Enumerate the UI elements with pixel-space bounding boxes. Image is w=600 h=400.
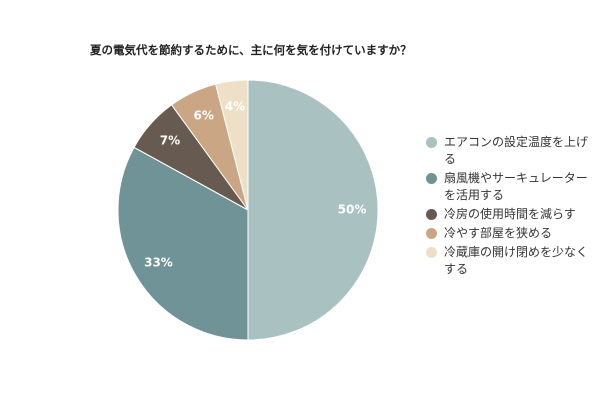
data-label: 7% bbox=[160, 134, 180, 148]
legend-item: 冷房の使用時間を減らす bbox=[426, 206, 598, 223]
chart-title: 夏の電気代を節約するために、主に何を気を付けていますか？ bbox=[90, 43, 412, 57]
legend-item: 扇風機やサーキュレーターを活用する bbox=[426, 170, 598, 204]
legend-label: エアコンの設定温度を上げる bbox=[444, 135, 589, 166]
legend-label: 冷蔵庫の開け閉めを少なくする bbox=[444, 245, 589, 276]
data-label: 33% bbox=[144, 255, 173, 269]
legend-label: 冷やす部屋を狭める bbox=[444, 226, 553, 240]
legend-label: 扇風機やサーキュレーターを活用する bbox=[444, 171, 588, 202]
legend-label: 冷房の使用時間を減らす bbox=[444, 207, 576, 221]
legend-swatch bbox=[426, 209, 437, 220]
pie-slice bbox=[215, 79, 249, 211]
legend-swatch bbox=[426, 137, 437, 148]
legend: エアコンの設定温度を上げる 扇風機やサーキュレーターを活用する冷房の使用時間を減ら… bbox=[426, 134, 598, 280]
legend-item: エアコンの設定温度を上げる bbox=[426, 134, 598, 168]
legend-swatch bbox=[426, 173, 437, 184]
legend-swatch bbox=[426, 247, 437, 258]
pie-slice bbox=[247, 79, 379, 341]
pie-slice bbox=[117, 146, 249, 341]
legend-item: 冷やす部屋を狭める bbox=[426, 225, 598, 242]
data-label: 4% bbox=[225, 99, 245, 113]
data-label: 50% bbox=[338, 203, 367, 217]
legend-swatch bbox=[426, 228, 437, 239]
data-label: 6% bbox=[194, 108, 214, 122]
legend-item: 冷蔵庫の開け閉めを少なくする bbox=[426, 244, 598, 278]
